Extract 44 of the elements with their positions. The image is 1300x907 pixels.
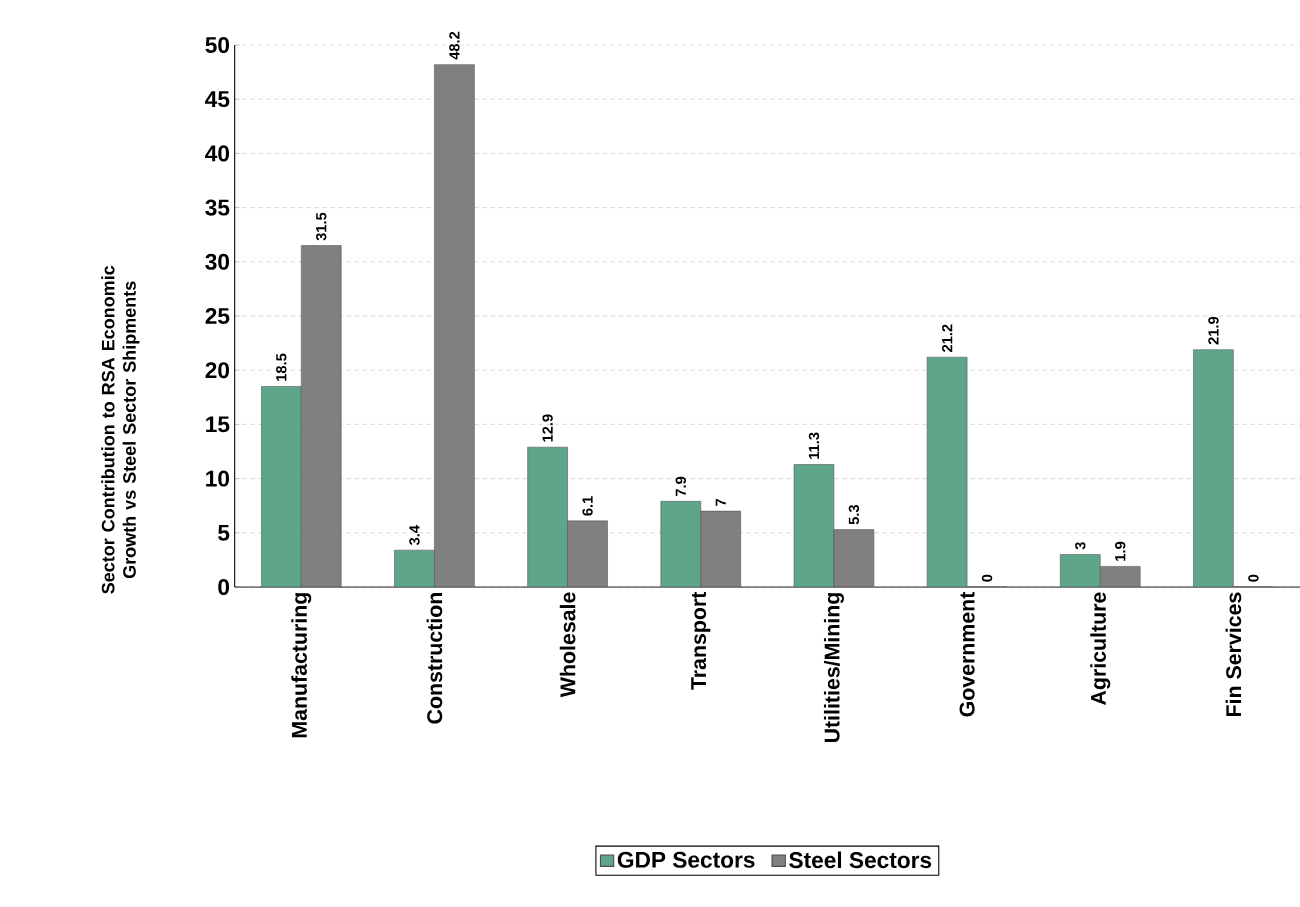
data-label: 12.9 — [542, 414, 553, 442]
y-tick-label: 5 — [218, 524, 230, 541]
bar — [567, 520, 608, 587]
data-label: 3 — [1075, 542, 1086, 550]
data-label: 11.3 — [808, 432, 820, 459]
data-label: 6.1 — [582, 496, 593, 516]
x-tick-label: Utilities/Mining — [823, 593, 844, 743]
x-tick-label: Wholesale — [559, 592, 576, 698]
y-tick-label: 15 — [206, 416, 230, 433]
y-tick-label: 45 — [205, 91, 230, 108]
x-tick-label: Transport — [691, 591, 711, 690]
data-label: 5.3 — [848, 504, 860, 525]
data-label: 21.2 — [942, 324, 953, 352]
data-label: 21.9 — [1208, 316, 1219, 345]
y-tick-label: 35 — [205, 199, 230, 216]
y-tick-label: 25 — [205, 307, 230, 325]
bar — [700, 510, 741, 587]
y-tick-label: 20 — [205, 362, 230, 379]
data-label: 7.9 — [675, 476, 686, 497]
x-tick-label: Fin Services — [1225, 592, 1242, 716]
y-tick-label: 40 — [205, 145, 230, 162]
x-tick-label: Agriculture — [1090, 592, 1111, 705]
y-axis-title: Sector Contribution to RSA Economic Growth vs Steel Sector Shipments — [101, 265, 140, 594]
data-label: 0 — [981, 574, 993, 582]
x-tick-label: Government — [959, 591, 975, 717]
bar — [1099, 566, 1141, 587]
y-tick-label: 30 — [205, 253, 230, 270]
x-tick-label: Manufacturing — [291, 593, 312, 738]
data-label: 31.5 — [316, 212, 327, 241]
legend-label: GDP Sectors — [617, 851, 755, 868]
x-tick-label: Construction — [426, 593, 443, 724]
y-tick-label: 10 — [206, 470, 230, 487]
data-label: 18.5 — [276, 353, 287, 381]
bar — [434, 64, 475, 587]
bar — [833, 529, 875, 587]
y-tick-label: 0 — [218, 578, 230, 596]
data-label: 48.2 — [449, 31, 460, 60]
y-tick-label: 50 — [205, 36, 230, 54]
bar — [300, 245, 342, 587]
legend-label: Steel Sectors — [789, 851, 932, 869]
data-label: 3.4 — [409, 525, 420, 546]
data-label: 0 — [1248, 574, 1259, 582]
data-label: 1.9 — [1115, 541, 1126, 561]
data-label: 7 — [715, 498, 726, 506]
